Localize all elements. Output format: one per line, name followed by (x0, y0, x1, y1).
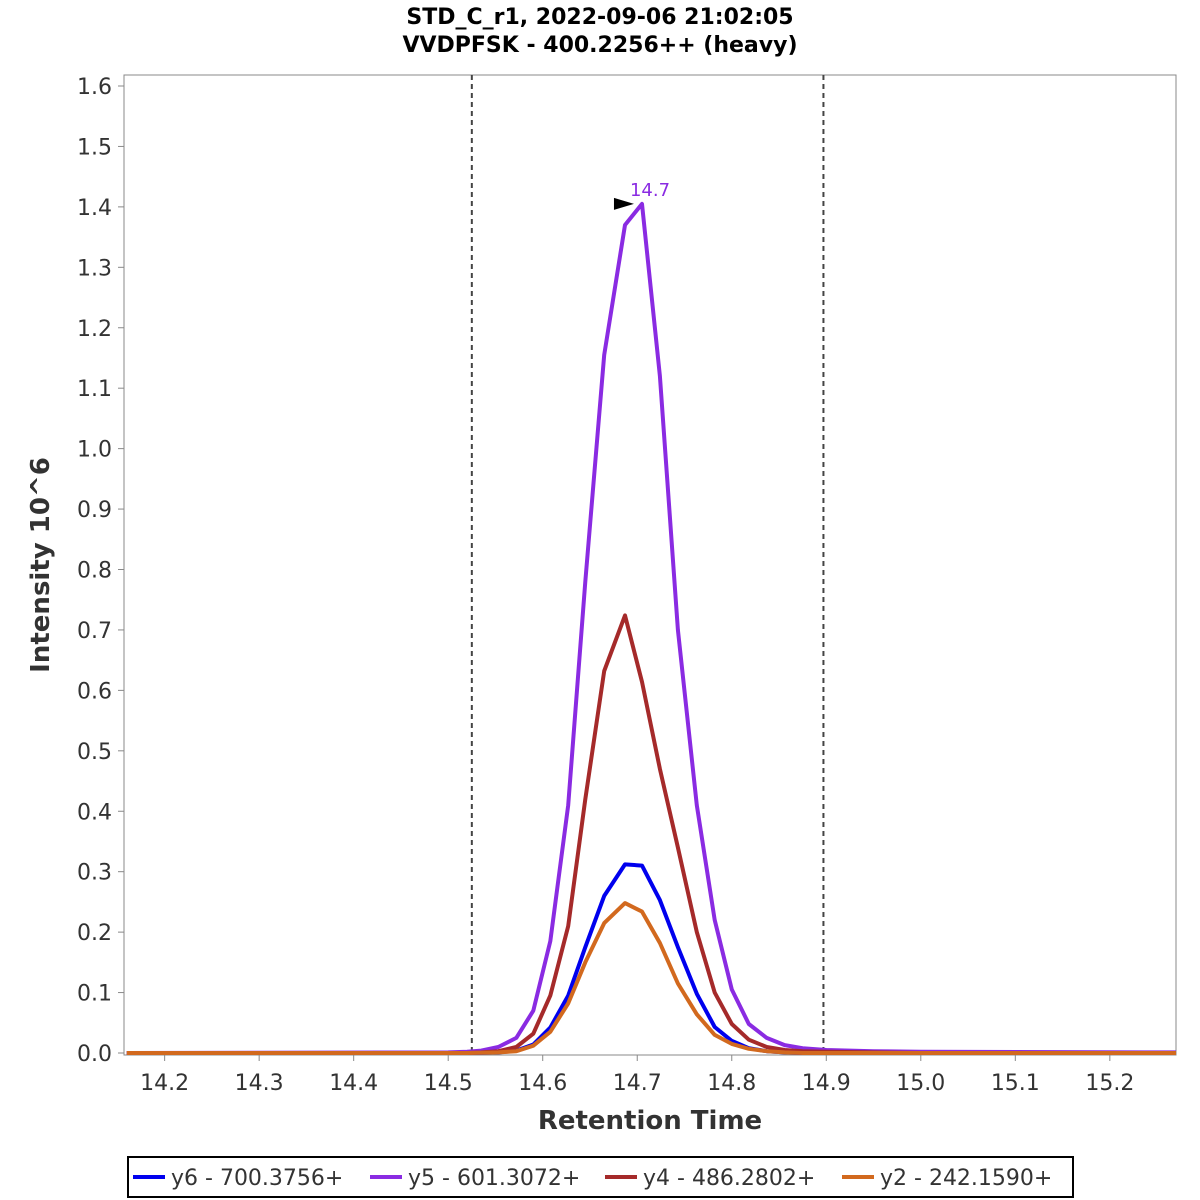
series-line (126, 901, 1176, 1055)
x-tick-label: 15.0 (896, 1071, 945, 1096)
series-lines (126, 201, 1177, 1055)
x-tick-label: 14.5 (424, 1071, 473, 1096)
x-tick-label: 14.8 (707, 1071, 756, 1096)
annotations: 14.7 (613, 180, 670, 210)
legend: y6 - 700.3756+ y5 - 601.3072+ y4 - 486.280… (127, 1156, 1074, 1198)
y-tick-label: 1.6 (77, 75, 112, 100)
series-line (126, 201, 1177, 1055)
y-tick-label: 0.0 (77, 1042, 112, 1067)
legend-label: y6 - 700.3756+ (171, 1166, 343, 1191)
y-tick-label: 0.6 (77, 679, 112, 704)
y-tick-label: 0.5 (77, 740, 112, 765)
integration-boundaries (470, 75, 825, 1055)
x-tick-label: 15.1 (991, 1071, 1040, 1096)
y-tick-label: 0.4 (77, 800, 112, 825)
y-axis-title: Intensity 10^6 (26, 457, 56, 673)
legend-label: y4 - 486.2802+ (643, 1166, 815, 1191)
y-tick-label: 0.9 (77, 498, 112, 523)
y-tick-label: 1.0 (77, 438, 112, 463)
y-tick-label: 0.2 (77, 921, 112, 946)
peak-label: 14.7 (630, 180, 670, 201)
y-tick-label: 0.8 (77, 559, 112, 584)
x-tick-label: 14.7 (613, 1071, 662, 1096)
x-tick-label: 15.2 (1085, 1071, 1134, 1096)
x-axis-title: Retention Time (538, 1106, 762, 1136)
y-tick-label: 1.3 (77, 256, 112, 281)
y-tick-label: 0.3 (77, 861, 112, 886)
peak-marker-arrow (613, 197, 634, 210)
chart-subtitle: VVDPFSK - 400.2256++ (heavy) (402, 33, 797, 58)
y-tick-label: 1.5 (77, 135, 112, 160)
x-tick-label: 14.6 (518, 1071, 567, 1096)
x-tick-label: 14.4 (329, 1071, 378, 1096)
x-tick-label: 14.3 (235, 1071, 284, 1096)
chart-title: STD_C_r1, 2022-09-06 21:02:05 (406, 5, 793, 30)
y-tick-label: 0.7 (77, 619, 112, 644)
x-tick-label: 14.2 (140, 1071, 189, 1096)
y-axis: 0.0 0.1 0.2 0.3 0.4 0.5 0.6 0.7 0.8 0.9 1.0 1.1 1.2 1… (77, 75, 124, 1067)
y-tick-label: 0.1 (77, 982, 112, 1007)
legend-label: y5 - 601.3072+ (408, 1166, 580, 1191)
y-tick-label: 1.4 (77, 196, 112, 221)
plot-area (123, 74, 1177, 1056)
y-tick-label: 1.1 (77, 377, 112, 402)
legend-label: y2 - 242.1590+ (880, 1166, 1052, 1191)
x-tick-label: 14.9 (802, 1071, 851, 1096)
y-tick-label: 1.2 (77, 317, 112, 342)
legend-box (127, 1156, 1074, 1198)
x-axis: 14.2 14.3 14.4 14.5 14.6 14.7 14.8 14.9 15.0 15.1… (140, 1055, 1134, 1096)
